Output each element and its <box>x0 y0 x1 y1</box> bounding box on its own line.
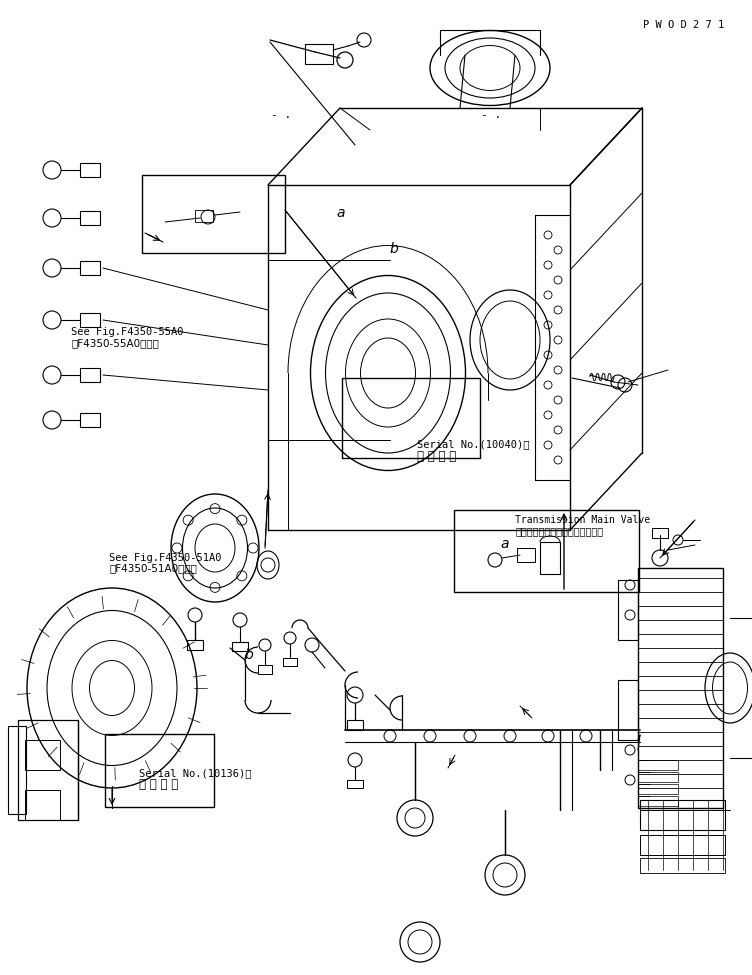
Bar <box>517 548 535 562</box>
Text: Serial No.(10040)～: Serial No.(10040)～ <box>417 440 530 449</box>
Bar <box>454 510 639 592</box>
Bar <box>80 261 100 275</box>
Bar <box>640 835 725 855</box>
Bar <box>540 542 560 574</box>
Text: See Fig.F4350-51A0: See Fig.F4350-51A0 <box>109 553 222 563</box>
Bar <box>342 378 480 458</box>
Bar <box>618 680 638 740</box>
Bar <box>80 163 100 177</box>
Text: - .: - . <box>271 110 291 120</box>
Bar <box>80 211 100 225</box>
Bar <box>8 726 26 814</box>
Text: Transmission Main Valve: Transmission Main Valve <box>515 515 650 525</box>
Bar <box>283 658 297 666</box>
Text: a: a <box>500 537 508 551</box>
Text: トランスミッションメインバルブ: トランスミッションメインバルブ <box>515 526 603 536</box>
Bar <box>80 413 100 427</box>
Text: a: a <box>337 206 345 219</box>
Text: 適 用 号 機: 適 用 号 機 <box>139 778 178 792</box>
Bar <box>80 313 100 327</box>
Bar <box>232 642 248 651</box>
Bar <box>638 760 678 770</box>
Bar <box>18 720 78 820</box>
Text: 第F4350-55A0図参照: 第F4350-55A0図参照 <box>71 338 159 348</box>
Text: b: b <box>390 242 399 255</box>
Bar <box>638 568 723 808</box>
Bar <box>25 740 60 770</box>
Bar <box>258 665 272 674</box>
Bar <box>25 790 60 820</box>
Text: See Fig.F4350-55A0: See Fig.F4350-55A0 <box>71 328 184 337</box>
Bar <box>652 528 668 538</box>
Bar <box>195 210 213 222</box>
Bar <box>105 734 214 807</box>
Text: - .: - . <box>481 110 502 120</box>
Bar <box>347 720 363 730</box>
Bar <box>187 640 203 650</box>
Text: 適 用 号 機: 適 用 号 機 <box>417 449 456 463</box>
Text: Serial No.(10136)～: Serial No.(10136)～ <box>139 768 252 778</box>
Bar <box>80 368 100 382</box>
Bar <box>640 858 725 873</box>
Text: 第F4350-51A0図参照: 第F4350-51A0図参照 <box>109 564 197 573</box>
Bar <box>305 44 333 64</box>
Bar <box>638 772 678 782</box>
Bar <box>618 580 638 640</box>
Bar <box>638 796 678 806</box>
Bar <box>347 780 363 788</box>
Text: P W O D 2 7 1: P W O D 2 7 1 <box>643 20 724 30</box>
Bar <box>638 784 678 794</box>
Bar <box>142 175 285 253</box>
Bar <box>640 800 725 830</box>
Text: b: b <box>244 648 253 662</box>
